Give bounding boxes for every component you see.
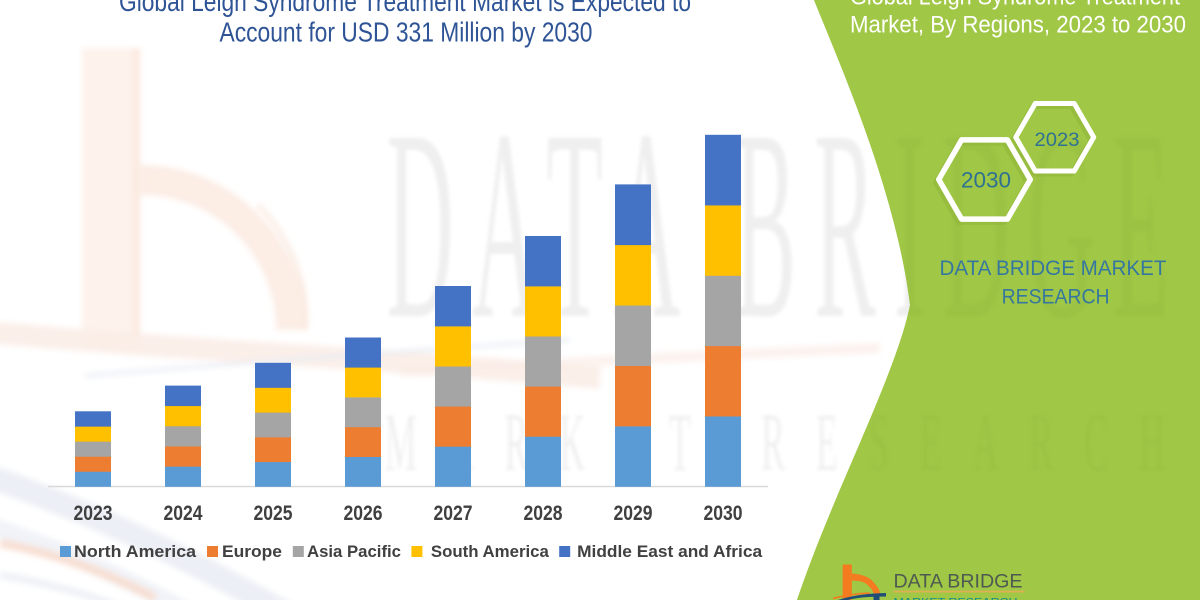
svg-text:North America: North America (74, 543, 197, 561)
svg-text:2023: 2023 (74, 502, 113, 525)
svg-text:DATA BRIDGE: DATA BRIDGE (894, 572, 1023, 593)
svg-text:2026: 2026 (344, 502, 383, 525)
svg-text:DATA BRIDGE MARKET: DATA BRIDGE MARKET (940, 256, 1167, 280)
svg-text:Middle East and Africa: Middle East and Africa (577, 543, 763, 561)
svg-text:2025: 2025 (254, 502, 293, 525)
svg-text:RESEARCH: RESEARCH (1002, 285, 1110, 309)
svg-text:2023: 2023 (1035, 129, 1080, 151)
svg-text:2027: 2027 (434, 502, 473, 525)
svg-text:Account for USD 331 Million by: Account for USD 331 Million by 2030 (220, 16, 593, 47)
svg-text:Asia Pacific: Asia Pacific (307, 543, 401, 561)
svg-text:2030: 2030 (704, 502, 743, 525)
svg-text:Global Leigh Syndrome Treatmen: Global Leigh Syndrome Treatment Market i… (119, 0, 691, 17)
svg-text:Market, By Regions, 2023 to 20: Market, By Regions, 2023 to 2030 (850, 11, 1186, 38)
svg-text:Global Leigh Syndrome Treatmen: Global Leigh Syndrome Treatment (850, 0, 1180, 11)
svg-text:MARKET RESEARCH: MARKET RESEARCH (894, 597, 1018, 600)
svg-text:2028: 2028 (524, 502, 563, 525)
svg-text:South America: South America (431, 543, 550, 561)
svg-text:Europe: Europe (222, 543, 282, 561)
svg-text:2030: 2030 (961, 168, 1011, 193)
svg-text:2024: 2024 (164, 502, 203, 525)
svg-text:2029: 2029 (614, 502, 653, 525)
